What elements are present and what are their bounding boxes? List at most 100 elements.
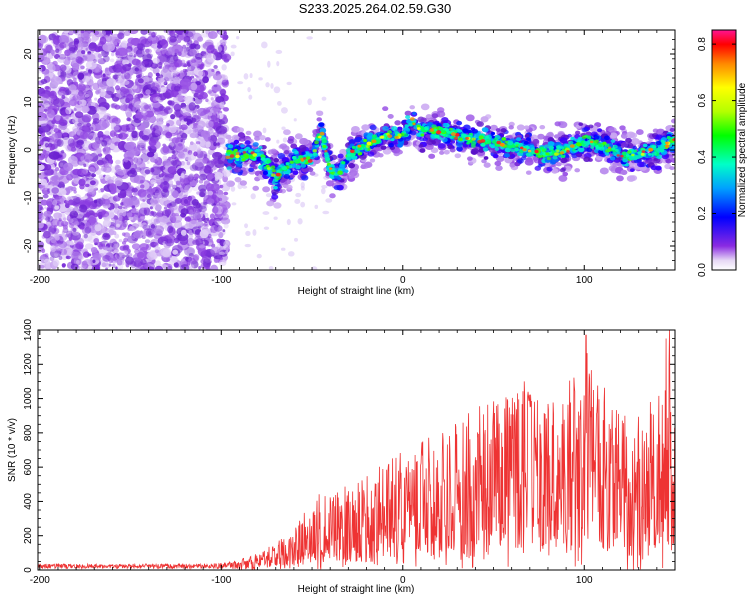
noise-blob (189, 132, 198, 139)
signal-blob (523, 140, 529, 145)
noise-blob (202, 258, 211, 268)
noise-blob (222, 53, 228, 59)
noise-blob (77, 57, 84, 65)
noise-blob (120, 103, 128, 112)
noise-blob (183, 96, 188, 101)
noise-blob (94, 30, 103, 38)
signal-blob (271, 194, 279, 200)
noise-blob (154, 189, 160, 193)
noise-blob (137, 218, 143, 223)
faint-noise-blob (276, 101, 282, 106)
noise-blob (193, 151, 198, 157)
noise-blob (44, 100, 50, 105)
noise-blob (95, 106, 100, 112)
noise-blob (56, 139, 64, 148)
noise-blob (123, 232, 131, 238)
noise-blob (39, 178, 48, 186)
noise-blob (143, 159, 146, 163)
noise-blob (126, 190, 133, 197)
noise-blob (79, 131, 88, 140)
noise-blob (197, 123, 203, 129)
signal-blob (252, 142, 259, 147)
noise-blob (160, 86, 167, 93)
noise-blob (78, 255, 85, 260)
noise-blob (166, 265, 173, 270)
faint-noise-blob (262, 211, 270, 215)
noise-blob (112, 203, 120, 209)
signal-blob (337, 153, 344, 159)
noise-blob (103, 30, 112, 35)
noise-blob (211, 151, 223, 160)
noise-blob (62, 217, 67, 221)
noise-blob (44, 206, 47, 210)
signal-blob (325, 180, 335, 187)
signal-blob (283, 173, 291, 180)
noise-blob (38, 101, 42, 107)
noise-blob (115, 133, 121, 139)
noise-blob (203, 203, 209, 209)
noise-blob (59, 248, 68, 256)
noise-blob (94, 224, 102, 232)
faint-noise-blob (256, 253, 262, 259)
noise-blob (122, 221, 128, 228)
noise-blob (143, 104, 150, 110)
noise-blob (159, 184, 163, 188)
noise-blob (198, 184, 207, 192)
faint-noise-blob (230, 51, 235, 57)
noise-blob (45, 147, 50, 152)
noise-blob (218, 231, 224, 239)
noise-blob (216, 52, 222, 58)
signal-blob (554, 121, 561, 127)
noise-blob (171, 256, 178, 263)
noise-blob (83, 153, 95, 163)
noise-blob (116, 47, 128, 57)
noise-blob (172, 240, 176, 244)
noise-blob (116, 223, 120, 228)
noise-blob (166, 258, 170, 262)
noise-blob (169, 206, 175, 213)
signal-blob (560, 157, 568, 164)
noise-blob (123, 72, 131, 80)
signal-blob (669, 166, 675, 171)
noise-blob (74, 221, 80, 226)
noise-blob (148, 138, 157, 147)
noise-blob (103, 166, 112, 173)
noise-blob (161, 188, 170, 198)
noise-blob (123, 156, 129, 163)
signal-blob (670, 157, 675, 163)
noise-blob (123, 80, 130, 85)
noise-blob (180, 139, 184, 143)
noise-blob (172, 249, 179, 255)
noise-blob (114, 85, 121, 91)
signal-blob (236, 127, 245, 133)
noise-blob (77, 32, 89, 42)
signal-blob (283, 150, 290, 155)
noise-blob (115, 93, 120, 98)
signal-blob (237, 132, 245, 138)
signal-blob (500, 128, 507, 133)
noise-blob (206, 217, 210, 222)
noise-blob (202, 75, 209, 84)
noise-blob (43, 210, 52, 218)
noise-blob (137, 157, 143, 162)
signal-blob (369, 124, 377, 131)
noise-blob (81, 43, 88, 52)
noise-blob (187, 234, 194, 239)
noise-blob (141, 235, 146, 239)
signal-blob (609, 156, 616, 161)
signal-blob (431, 140, 437, 145)
noise-blob (121, 241, 127, 245)
noise-blob (171, 137, 180, 144)
noise-blob (116, 252, 126, 261)
noise-blob (101, 120, 110, 129)
noise-blob (81, 50, 86, 55)
noise-blob (180, 124, 188, 131)
noise-blob (50, 246, 61, 255)
noise-blob (164, 159, 172, 166)
noise-blob (60, 170, 66, 175)
noise-blob (224, 196, 229, 201)
signal-blob (404, 110, 412, 116)
noise-blob (96, 147, 102, 155)
noise-blob (137, 188, 147, 198)
noise-blob (88, 142, 100, 152)
